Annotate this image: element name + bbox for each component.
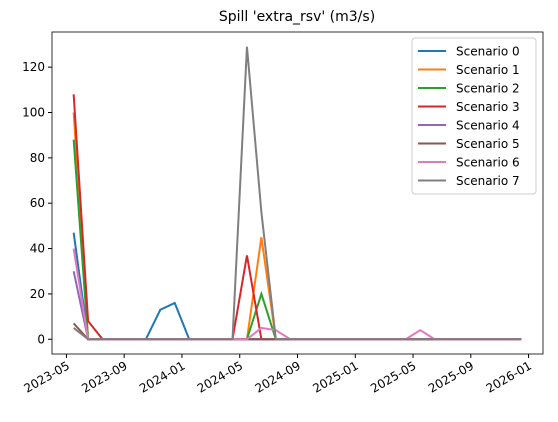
legend-box [411,37,537,195]
legend-label: Scenario 4 [456,119,520,133]
plot-frame [51,31,544,355]
legend-label: Scenario 7 [456,174,520,188]
legend-label: Scenario 1 [456,63,520,77]
series-line [72,271,522,341]
y-tick-label: 60 [30,196,45,210]
legend-label: Scenario 0 [456,45,520,59]
y-tick-label: 0 [37,332,45,346]
x-tick-label: 2025-01 [310,358,360,395]
series-line [72,322,522,341]
x-tick-label: 2025-05 [368,358,418,395]
y-tick-label: 100 [22,106,45,120]
x-tick-label: 2024-05 [195,358,245,395]
y-tick-label: 20 [30,287,45,301]
x-tick-label: 2026-01 [484,358,534,395]
x-tick-label: 2023-09 [79,358,129,395]
series-line [72,232,522,341]
chart-title: Spill 'extra_rsv' (m3/s) [219,9,375,25]
legend-label: Scenario 2 [456,82,520,96]
series-line [72,248,522,341]
y-tick-label: 40 [30,242,45,256]
x-tick-label: 2024-01 [137,358,187,395]
legend-label: Scenario 6 [456,156,520,170]
y-tick-label: 120 [22,60,45,74]
y-tick-label: 80 [30,151,45,165]
x-tick-label: 2025-09 [426,358,476,395]
series-line [73,46,522,341]
legend-label: Scenario 3 [456,100,520,114]
x-tick-label: 2024-09 [253,358,303,395]
legend-label: Scenario 5 [456,137,520,151]
x-tick-label: 2023-05 [22,358,72,395]
